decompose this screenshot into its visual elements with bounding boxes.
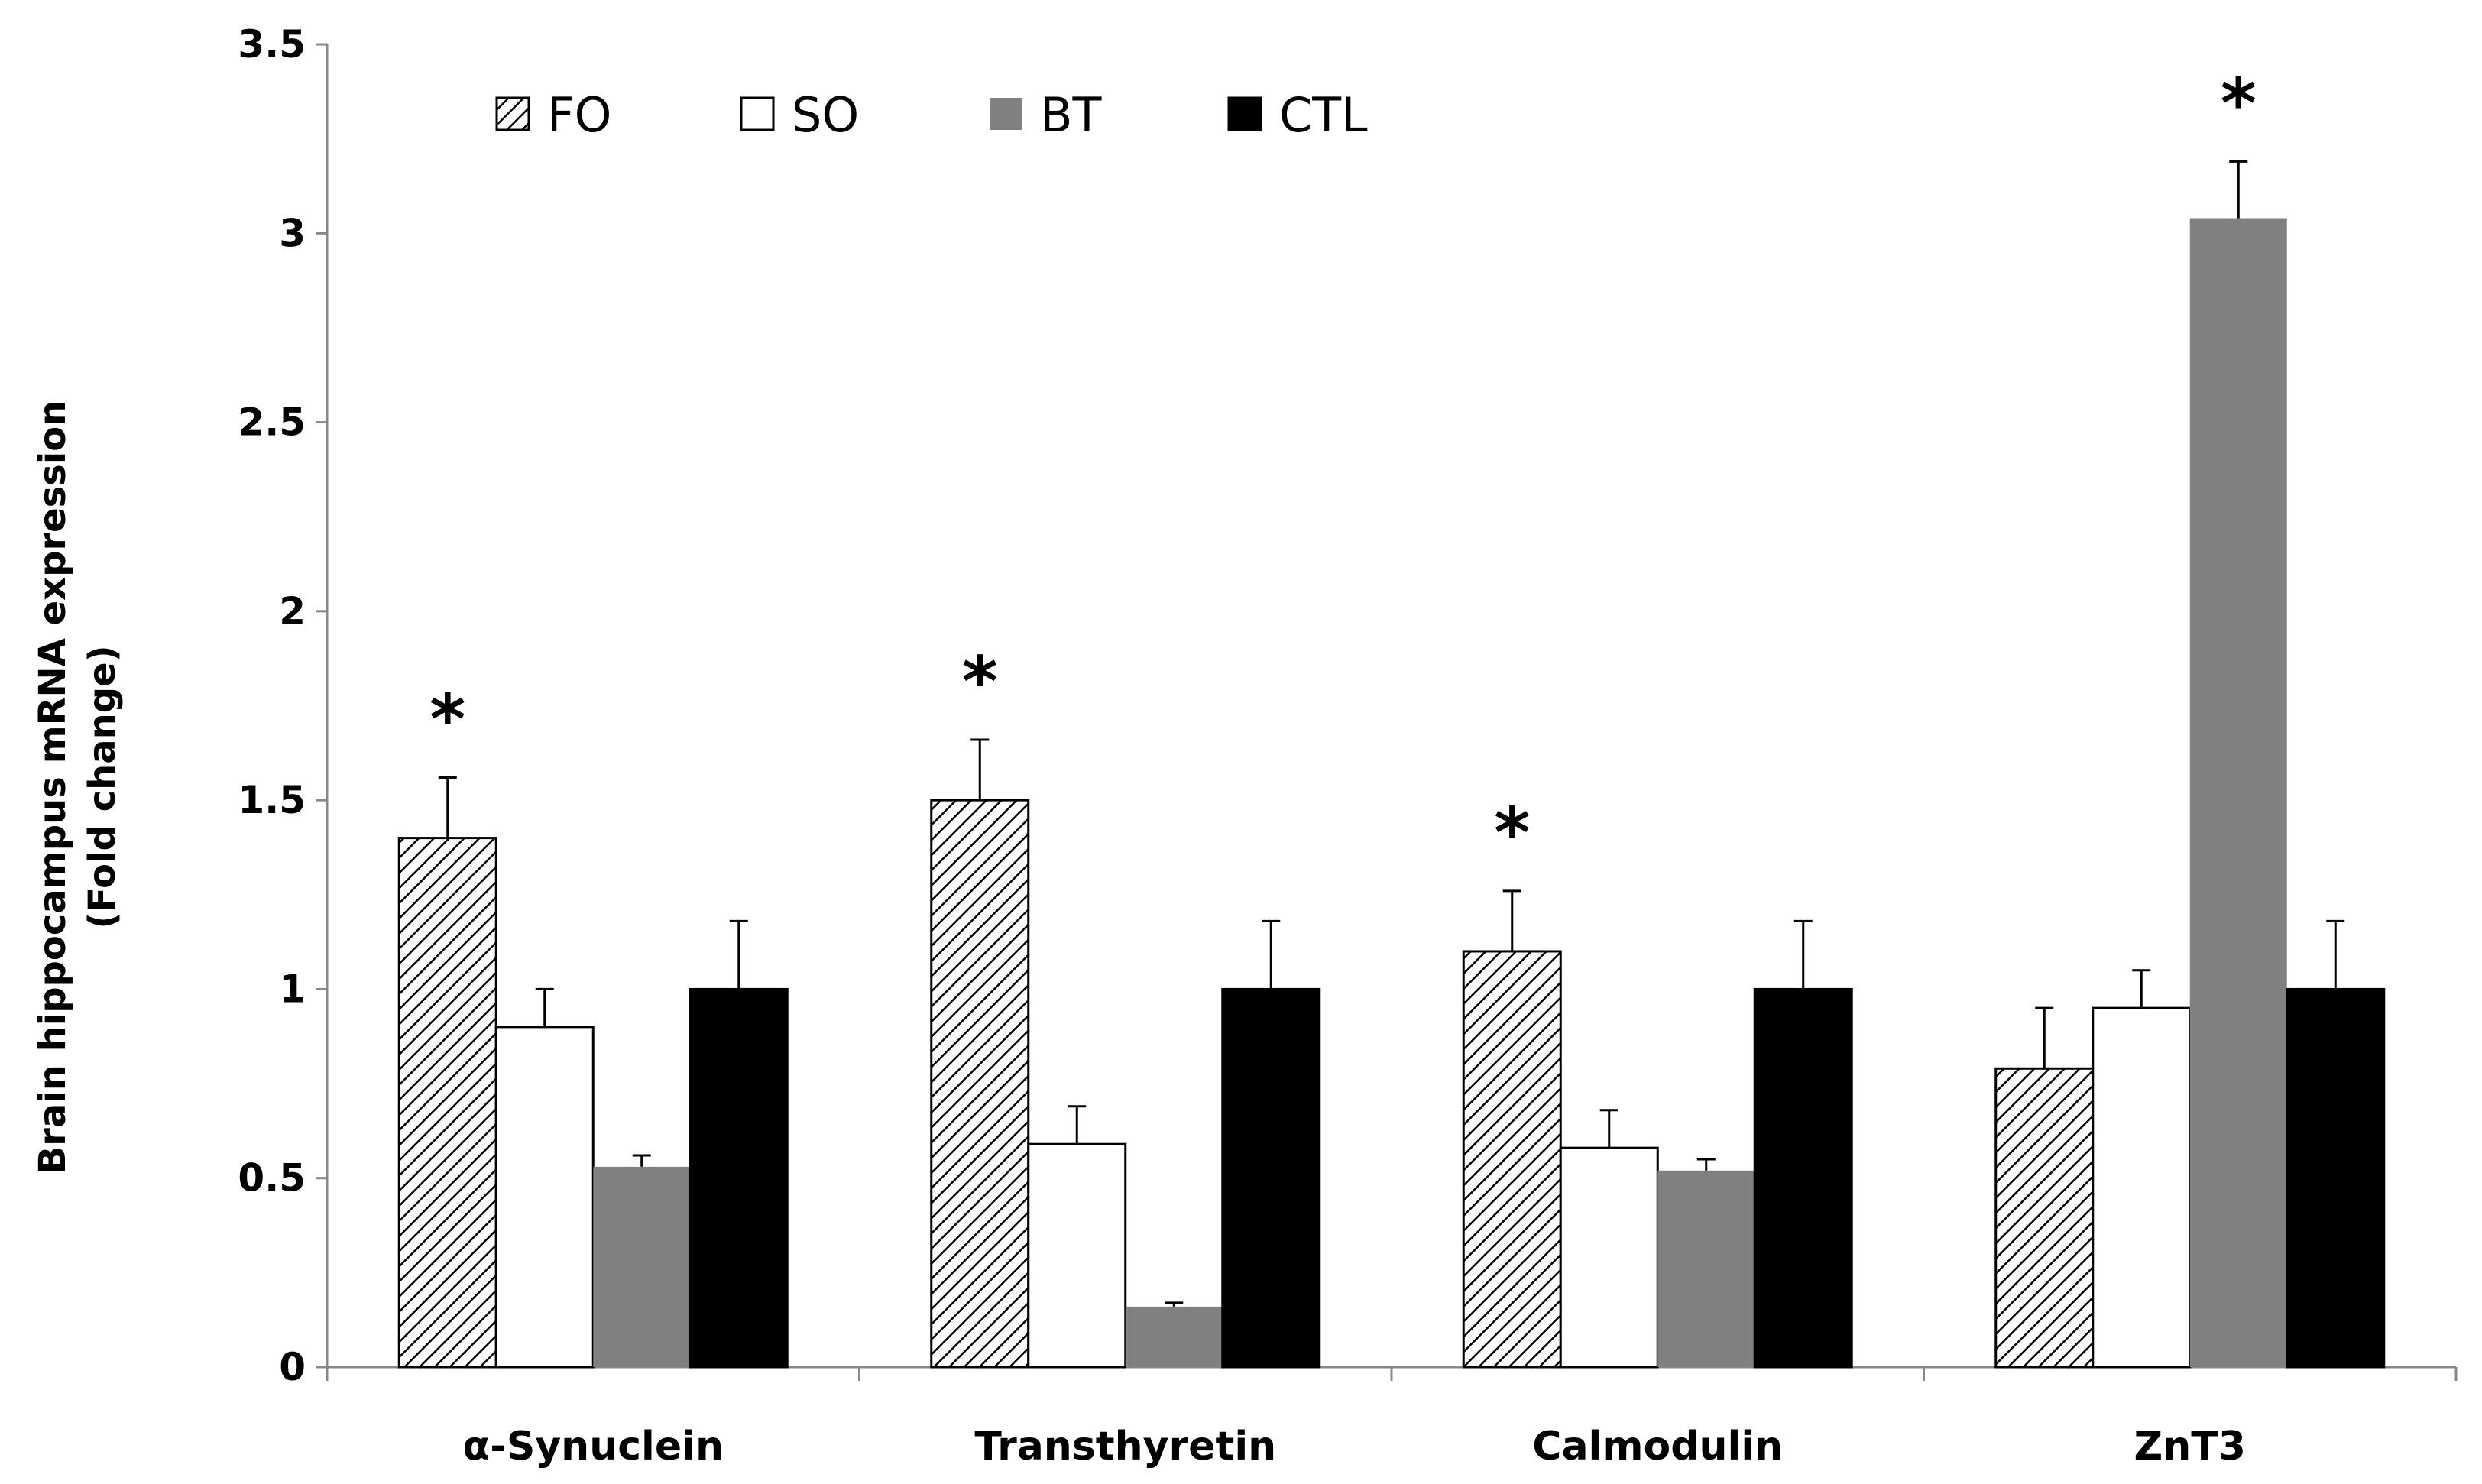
legend-swatch-fo [495, 96, 530, 131]
x-tick-label: Calmodulin [1532, 1424, 1783, 1469]
y-axis-title: Brain hippocampus mRNA expression (Fold … [31, 400, 124, 1175]
bar-so [1559, 1146, 1659, 1369]
legend-label: BT [1040, 87, 1103, 143]
y-tick-label: 1.5 [238, 778, 306, 822]
bar-ctl [1753, 987, 1853, 1369]
y-tick-label: 3 [279, 211, 306, 255]
bar-fo [397, 837, 497, 1369]
bar-so [1027, 1142, 1127, 1369]
legend-label: SO [792, 87, 859, 143]
legend: FO SO BT CTL [495, 87, 1368, 143]
y-tick-label: 1 [279, 967, 306, 1011]
bar-so [2092, 1006, 2192, 1369]
legend-swatch-bt [990, 98, 1022, 130]
y-tick-label: 3.5 [238, 22, 306, 66]
y-tick-label: 0 [279, 1345, 306, 1389]
significance-marker: * [1494, 793, 1530, 873]
legend-label: CTL [1279, 87, 1368, 143]
y-axis-title-line2: (Fold change) [81, 645, 124, 928]
x-tick-label: Transthyretin [974, 1424, 1276, 1469]
bar-bt [593, 1166, 691, 1367]
y-tick-label: 2.5 [238, 400, 306, 445]
bar-so [494, 1026, 595, 1369]
bar-bt [1125, 1306, 1223, 1367]
bar-ctl [689, 987, 789, 1369]
bar-bt [1657, 1170, 1755, 1367]
legend-swatch-so [740, 96, 775, 131]
significance-marker: * [962, 642, 998, 722]
bar-fo [1994, 1067, 2095, 1369]
x-tick-label: α-Synuclein [463, 1424, 724, 1469]
significance-marker: * [429, 679, 465, 760]
legend-label: FO [547, 87, 611, 143]
bar-ctl [2286, 987, 2386, 1369]
x-tick-label: ZnT3 [2134, 1424, 2246, 1469]
legend-swatch-ctl [1227, 96, 1262, 131]
bar-ctl [1221, 987, 1321, 1369]
y-tick-label: 2 [279, 589, 306, 633]
y-axis-title-line1: Brain hippocampus mRNA expression [31, 400, 74, 1175]
bar-fo [930, 799, 1030, 1369]
bar-bt [2189, 218, 2287, 1367]
bar-fo [1462, 950, 1562, 1369]
y-tick-label: 0.5 [238, 1156, 306, 1200]
significance-marker: * [2221, 63, 2257, 144]
